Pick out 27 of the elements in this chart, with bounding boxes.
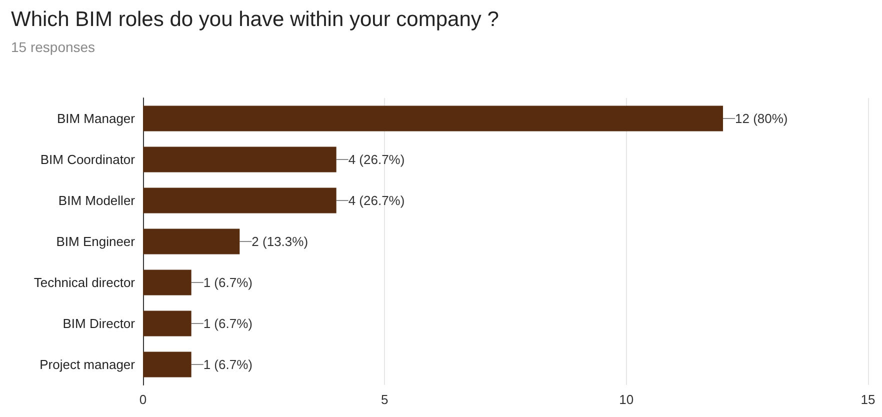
y-tick-label: BIM Director xyxy=(62,316,136,331)
data-label: 2 (13.3%) xyxy=(252,234,308,249)
data-label: 12 (80%) xyxy=(735,111,788,126)
chart-subtitle: 15 responses xyxy=(11,39,96,55)
bar xyxy=(143,106,723,132)
y-tick-label: BIM Engineer xyxy=(56,234,136,249)
data-label: 4 (26.7%) xyxy=(348,152,405,167)
chart-title: Which BIM roles do you have within your company ? xyxy=(11,8,499,31)
y-tick-label: Project manager xyxy=(40,357,136,372)
x-tick-label: 10 xyxy=(619,392,634,407)
bar xyxy=(143,228,240,254)
data-label: 1 (6.7%) xyxy=(203,316,252,331)
y-tick-label: BIM Coordinator xyxy=(40,152,136,167)
data-label: 1 (6.7%) xyxy=(203,275,252,290)
bar xyxy=(143,146,336,172)
bar xyxy=(143,352,192,378)
bar xyxy=(143,310,192,336)
bar xyxy=(143,188,336,214)
y-tick-label: BIM Modeller xyxy=(58,193,136,208)
x-tick-label: 15 xyxy=(860,392,876,407)
x-tick-label: 0 xyxy=(139,392,147,407)
data-label: 4 (26.7%) xyxy=(348,193,405,208)
x-tick-label: 5 xyxy=(381,392,388,407)
y-tick-label: BIM Manager xyxy=(56,111,136,126)
y-tick-label: Technical director xyxy=(34,275,136,290)
bar xyxy=(143,270,192,296)
data-label: 1 (6.7%) xyxy=(203,357,252,372)
